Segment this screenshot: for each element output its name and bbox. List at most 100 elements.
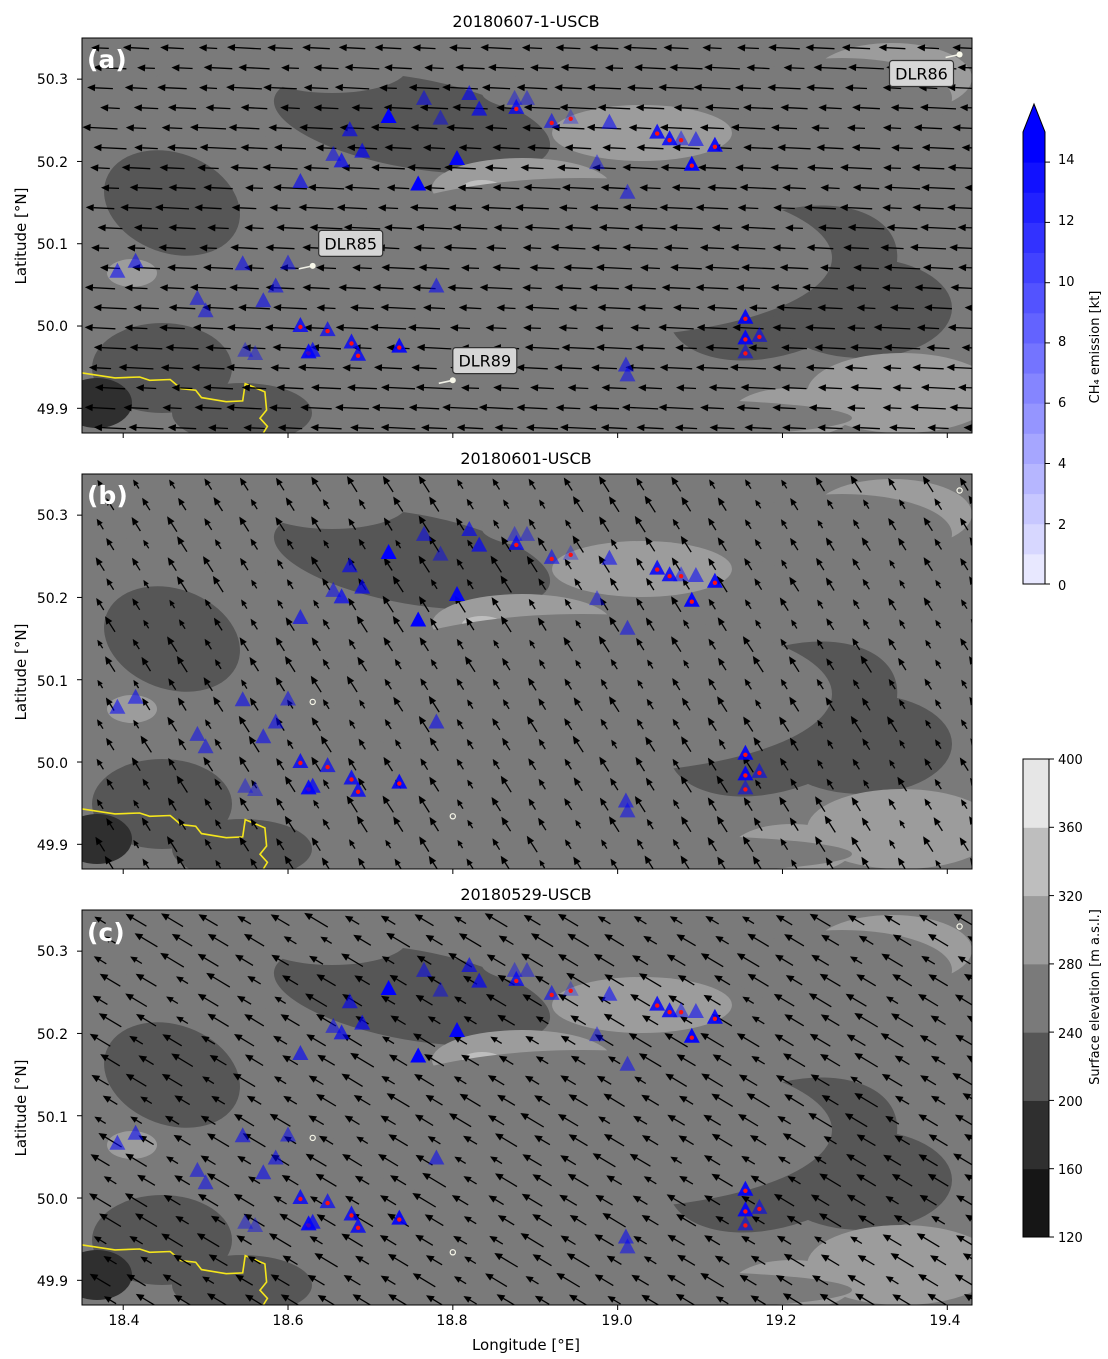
wind-arrow-head bbox=[680, 855, 688, 865]
wind-arrow bbox=[532, 306, 560, 310]
wind-arrow-head bbox=[248, 735, 257, 745]
wind-arrow-head bbox=[952, 1073, 961, 1081]
wind-arrow-head bbox=[606, 1175, 615, 1183]
wind-arrow bbox=[351, 603, 357, 611]
wind-arrow bbox=[430, 147, 446, 150]
wind-arrow-head bbox=[558, 204, 568, 212]
wind-arrow bbox=[957, 247, 972, 250]
wind-arrow-head bbox=[882, 204, 891, 212]
wind-arrow bbox=[965, 66, 972, 69]
wind-arrow-head bbox=[204, 638, 211, 646]
wind-arrow-head bbox=[133, 224, 143, 232]
wind-arrow bbox=[577, 862, 582, 869]
wind-arrow bbox=[106, 977, 121, 987]
wind-arrow-head bbox=[898, 657, 905, 666]
wind-arrow-head bbox=[106, 578, 113, 586]
terrain-contour bbox=[552, 977, 732, 1033]
wind-arrow-head bbox=[463, 1016, 472, 1023]
wind-arrow bbox=[322, 1097, 337, 1107]
wind-arrow bbox=[935, 1137, 948, 1147]
wind-arrow-head bbox=[889, 304, 899, 312]
emission-source-dot bbox=[349, 341, 354, 346]
wind-arrow bbox=[197, 126, 227, 130]
wind-arrow bbox=[564, 1117, 579, 1127]
wind-arrow bbox=[169, 1277, 182, 1287]
wind-arrow bbox=[712, 66, 740, 70]
wind-arrow bbox=[495, 1039, 503, 1044]
wind-arrow bbox=[959, 1157, 972, 1166]
wind-arrow-head bbox=[785, 224, 794, 232]
wind-arrow-head bbox=[924, 798, 931, 806]
wind-arrow bbox=[738, 246, 766, 250]
wind-arrow bbox=[210, 386, 234, 390]
wind-arrow bbox=[971, 427, 972, 429]
wind-arrow-head bbox=[102, 1095, 112, 1103]
wind-arrow-head bbox=[204, 798, 211, 806]
wind-arrow bbox=[418, 127, 438, 130]
wind-arrow-head bbox=[892, 384, 901, 392]
wind-arrow-head bbox=[430, 618, 437, 626]
emission-source-dot bbox=[743, 773, 748, 778]
wind-arrow-head bbox=[779, 716, 787, 726]
wind-arrow-head bbox=[501, 816, 509, 826]
wind-arrow-head bbox=[529, 639, 535, 647]
wind-arrow-head bbox=[502, 699, 509, 707]
wind-arrow bbox=[937, 704, 942, 710]
wind-arrow-head bbox=[967, 936, 972, 943]
wind-arrow bbox=[645, 1056, 662, 1068]
wind-arrow-head bbox=[594, 1034, 604, 1042]
wind-arrow-head bbox=[418, 716, 427, 725]
wind-arrow-head bbox=[208, 424, 217, 432]
wind-arrow-head bbox=[773, 204, 782, 212]
wind-arrow-head bbox=[815, 796, 823, 805]
wind-arrow bbox=[780, 1197, 795, 1207]
wind-arrow-head bbox=[955, 1114, 964, 1122]
wind-arrow-head bbox=[239, 797, 247, 806]
wind-arrow bbox=[310, 916, 329, 928]
panel-b-ytick: 50.0 bbox=[37, 756, 68, 772]
wind-arrow-head bbox=[160, 364, 169, 372]
wind-arrow-head bbox=[701, 1073, 710, 1081]
terrain-contour bbox=[107, 259, 157, 287]
wind-arrow bbox=[529, 47, 543, 50]
wind-arrow bbox=[538, 1177, 552, 1187]
wind-arrow bbox=[344, 206, 368, 210]
wind-arrow bbox=[430, 307, 446, 310]
wind-arrow bbox=[973, 823, 979, 832]
emission-source-marker bbox=[354, 142, 371, 158]
wind-arrow-head bbox=[888, 678, 895, 687]
wind-arrow bbox=[241, 958, 254, 966]
wind-arrow bbox=[605, 106, 631, 110]
wind-arrow-head bbox=[708, 678, 715, 686]
wind-arrow-head bbox=[589, 44, 598, 52]
wind-arrow-head bbox=[242, 344, 251, 352]
wind-arrow bbox=[240, 1117, 255, 1127]
wind-arrow bbox=[240, 1037, 255, 1047]
wind-arrow-head bbox=[888, 638, 895, 646]
wind-arrow bbox=[637, 1278, 650, 1286]
wind-arrow bbox=[563, 407, 581, 410]
wind-arrow bbox=[396, 502, 404, 512]
wind-arrow bbox=[322, 977, 336, 987]
wind-arrow bbox=[495, 66, 525, 70]
wind-arrow-head bbox=[239, 756, 247, 766]
wind-arrow-head bbox=[890, 104, 899, 112]
wind-arrow bbox=[790, 1257, 805, 1267]
emission-source-dot bbox=[298, 760, 303, 766]
wind-arrow bbox=[423, 763, 429, 771]
wind-arrow-head bbox=[926, 344, 935, 352]
terrain-contour bbox=[732, 494, 952, 574]
wind-arrow-head bbox=[852, 424, 861, 432]
wind-arrow-head bbox=[465, 656, 473, 665]
wind-arrow bbox=[99, 724, 104, 730]
wind-arrow-head bbox=[918, 994, 927, 1002]
wind-arrow-head bbox=[899, 739, 905, 747]
wind-arrow bbox=[459, 683, 465, 690]
wind-arrow-head bbox=[700, 953, 710, 961]
terrain-contour bbox=[332, 178, 832, 338]
terrain-contour bbox=[372, 398, 852, 433]
wind-arrow-head bbox=[539, 859, 545, 867]
wind-arrow-head bbox=[862, 697, 869, 706]
wind-arrow-head bbox=[138, 1055, 148, 1063]
wind-arrow-head bbox=[673, 104, 682, 112]
